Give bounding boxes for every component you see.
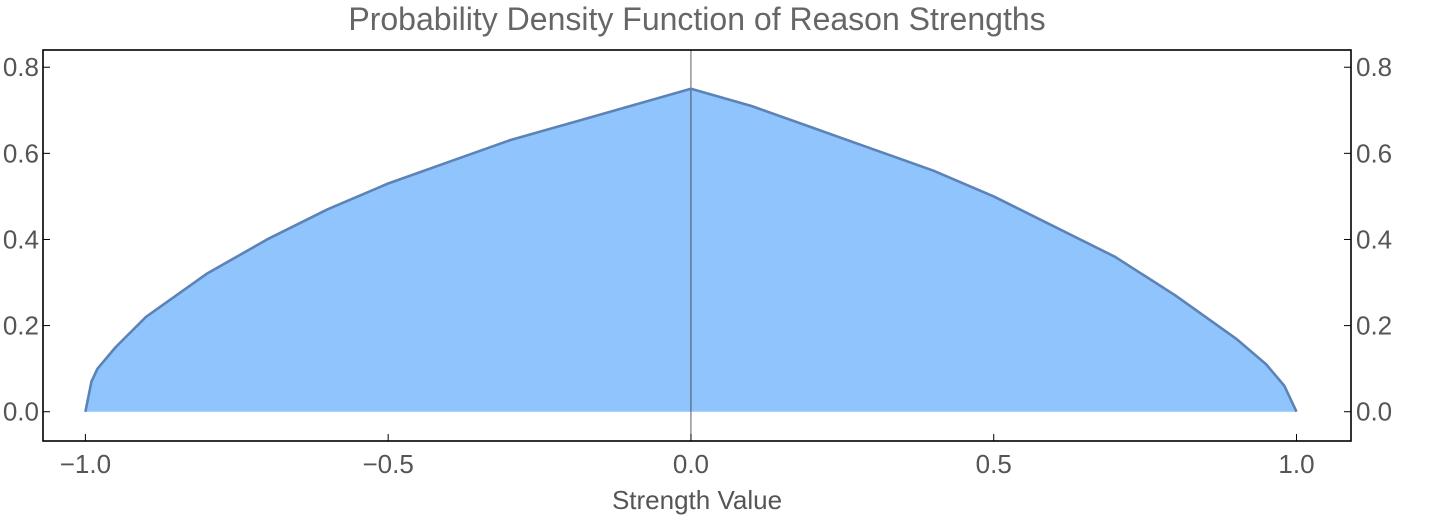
chart-title: Probability Density Function of Reason S… bbox=[348, 1, 1045, 37]
x-axis-ticks: −1.0 −0.5 0.0 0.5 1.0 bbox=[60, 434, 1315, 479]
y-right-tick-label: 0.4 bbox=[1356, 224, 1392, 254]
density-curve bbox=[84, 87, 1298, 413]
y-left-tick-label: 0.2 bbox=[3, 311, 39, 341]
y-left-tick-label: 0.8 bbox=[3, 52, 39, 82]
plot-frame bbox=[42, 49, 1352, 442]
x-tick-label: 0.0 bbox=[673, 449, 709, 479]
x-axis-title: Strength Value bbox=[612, 485, 782, 515]
x-tick-label: −1.0 bbox=[60, 449, 111, 479]
y-axis-right-ticks: 0.0 0.2 0.4 0.6 0.8 bbox=[1344, 52, 1392, 427]
y-right-tick-label: 0.6 bbox=[1356, 138, 1392, 168]
x-tick-label: 0.5 bbox=[976, 449, 1012, 479]
y-left-tick-label: 0.0 bbox=[3, 397, 39, 427]
x-tick-label: −0.5 bbox=[363, 449, 414, 479]
y-axis-left-ticks: 0.0 0.2 0.4 0.6 0.8 bbox=[3, 52, 50, 427]
plot-area bbox=[84, 50, 1298, 441]
y-left-tick-label: 0.6 bbox=[3, 138, 39, 168]
y-right-tick-label: 0.0 bbox=[1356, 397, 1392, 427]
x-tick-label: 1.0 bbox=[1278, 449, 1314, 479]
y-right-tick-label: 0.8 bbox=[1356, 52, 1392, 82]
y-left-tick-label: 0.4 bbox=[3, 224, 39, 254]
y-right-tick-label: 0.2 bbox=[1356, 311, 1392, 341]
